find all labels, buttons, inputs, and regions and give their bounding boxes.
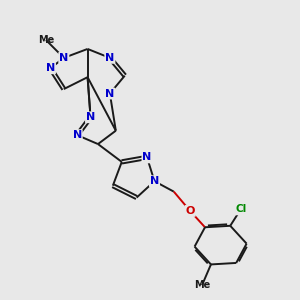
Text: N: N (73, 130, 82, 140)
Text: Cl: Cl (235, 204, 246, 214)
Text: N: N (142, 152, 152, 162)
Text: Me: Me (194, 280, 210, 290)
Text: O: O (185, 206, 195, 216)
Text: N: N (105, 53, 115, 63)
Text: N: N (86, 112, 95, 122)
Text: N: N (105, 88, 115, 98)
Text: N: N (59, 53, 68, 63)
Text: Me: Me (38, 35, 54, 45)
Text: N: N (46, 63, 55, 73)
Text: N: N (150, 176, 159, 186)
